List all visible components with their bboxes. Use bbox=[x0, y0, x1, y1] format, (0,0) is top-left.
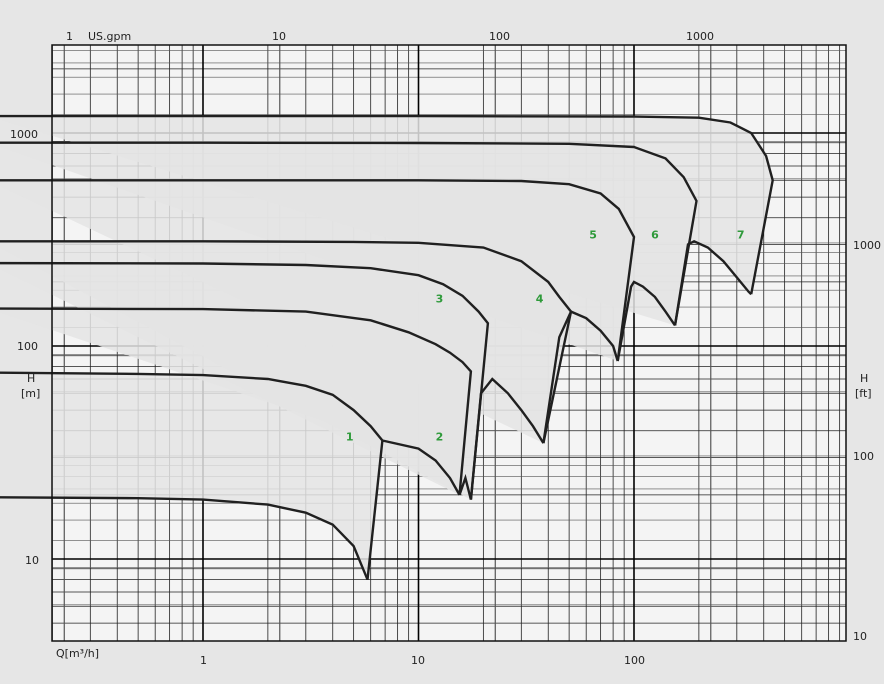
right-tick-label: 100 bbox=[853, 450, 874, 463]
left-axis-title: H bbox=[27, 372, 35, 385]
right-tick-label: 1000 bbox=[853, 239, 881, 252]
zone-labels: 1 2 3 4 5 6 7 bbox=[346, 228, 745, 443]
zone-label: 5 bbox=[589, 228, 597, 241]
right-tick-label: 10 bbox=[853, 630, 867, 643]
zone-fill bbox=[0, 372, 383, 580]
zone-label: 1 bbox=[346, 431, 354, 444]
zone-label: 2 bbox=[436, 431, 444, 444]
zone-label: 3 bbox=[436, 293, 444, 306]
zone-label: 6 bbox=[651, 228, 659, 241]
left-tick-label: 100 bbox=[17, 340, 38, 353]
bottom-tick-label: 1 bbox=[200, 654, 207, 667]
zone-lower-curve bbox=[458, 473, 473, 500]
operating-zones bbox=[0, 116, 773, 580]
zone-lower-curve bbox=[469, 377, 545, 500]
bottom-tick-label: 10 bbox=[411, 654, 425, 667]
axis-labels: 1 US.gpm 10 100 1000 1 10 100 Q[m³/h] 10… bbox=[10, 30, 881, 667]
zone-label: 4 bbox=[536, 293, 544, 306]
zone-upper-curve bbox=[0, 141, 698, 326]
bottom-tick-label: 100 bbox=[624, 654, 645, 667]
bottom-axis-title: Q[m³/h] bbox=[56, 647, 99, 660]
right-axis-title: H bbox=[860, 372, 868, 385]
zone-label: 7 bbox=[737, 228, 745, 241]
zone-upper-curve bbox=[0, 371, 384, 580]
top-tick-label: 10 bbox=[272, 30, 286, 43]
zone-lower-curve bbox=[673, 239, 753, 326]
zone-lower-curve bbox=[0, 496, 369, 581]
zone-lower-curve bbox=[542, 310, 619, 444]
left-tick-label: 1000 bbox=[10, 128, 38, 141]
zone-upper-curve bbox=[0, 307, 473, 496]
zone-lower-curve bbox=[382, 439, 461, 496]
top-tick-label: 100 bbox=[489, 30, 510, 43]
top-tick-label: 1000 bbox=[686, 30, 714, 43]
zone-upper-curve bbox=[0, 179, 636, 362]
right-axis-unit: [ft] bbox=[855, 387, 872, 400]
top-tick-label: 1 bbox=[66, 30, 73, 43]
left-axis-unit: [m] bbox=[21, 387, 40, 400]
zone-upper-curve bbox=[0, 114, 774, 295]
zone-upper-curve bbox=[0, 240, 573, 444]
top-axis-title: US.gpm bbox=[88, 30, 131, 43]
plot-frame bbox=[51, 44, 847, 642]
zone-lower-curve bbox=[616, 280, 676, 362]
left-tick-label: 10 bbox=[25, 554, 39, 567]
pump-curves bbox=[0, 114, 774, 581]
zone-fill bbox=[0, 116, 773, 326]
zone-upper-curve bbox=[0, 261, 490, 500]
